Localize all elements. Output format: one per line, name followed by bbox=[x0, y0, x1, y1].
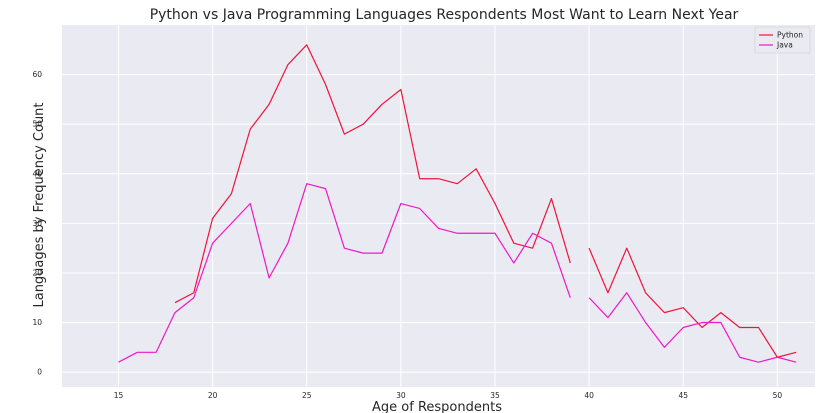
series-segment bbox=[588, 247, 797, 358]
x-tick-label: 25 bbox=[302, 391, 312, 400]
legend-label: Python bbox=[777, 31, 803, 40]
legend-box bbox=[754, 26, 811, 54]
series-segment bbox=[588, 292, 797, 363]
plot-background bbox=[62, 25, 815, 387]
series-python-line bbox=[174, 44, 797, 358]
x-tick-label: 45 bbox=[678, 391, 688, 400]
series-segment bbox=[118, 183, 571, 363]
x-tick-label: 15 bbox=[114, 391, 124, 400]
chart-title: Python vs Java Programming Languages Res… bbox=[150, 7, 739, 23]
series-java-line bbox=[118, 183, 797, 363]
x-tick-label: 50 bbox=[773, 391, 783, 400]
x-tick-label: 20 bbox=[208, 391, 218, 400]
y-tick-label: 10 bbox=[32, 318, 42, 327]
series-segment bbox=[174, 44, 571, 304]
y-tick-label: 50 bbox=[32, 120, 42, 129]
y-axis-label: Languages by Frequency Count bbox=[32, 102, 47, 307]
x-tick-label: 40 bbox=[584, 391, 594, 400]
legend-label: Java bbox=[776, 41, 793, 50]
grid bbox=[62, 25, 815, 387]
x-tick-label: 30 bbox=[396, 391, 406, 400]
x-axis-label: Age of Respondents bbox=[372, 400, 502, 413]
y-tick-label: 60 bbox=[32, 70, 42, 79]
series-layer bbox=[118, 44, 797, 363]
y-tick-label: 20 bbox=[32, 268, 42, 277]
y-tick-label: 30 bbox=[32, 219, 42, 228]
x-tick-label: 35 bbox=[490, 391, 500, 400]
tick-labels: 15 20 25 30 35 40 45 50 0 10 20 30 40 50 60 bbox=[32, 70, 782, 400]
y-tick-label: 0 bbox=[37, 368, 42, 377]
y-tick-label: 40 bbox=[32, 169, 42, 178]
